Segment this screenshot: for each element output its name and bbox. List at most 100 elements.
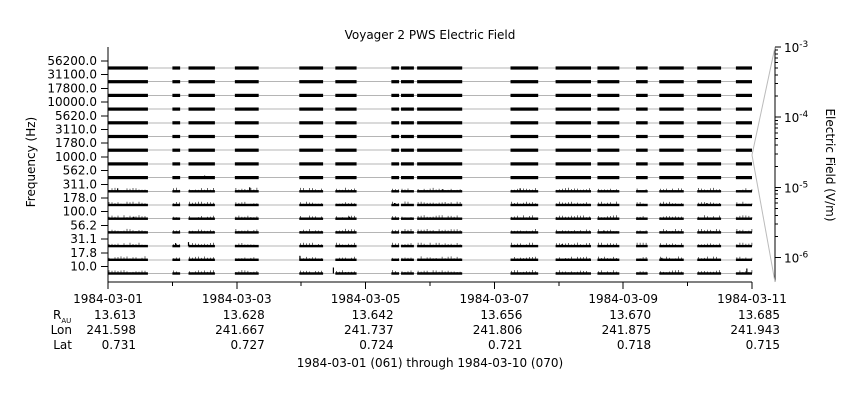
ephemeris-r-value: 13.656 bbox=[480, 308, 522, 322]
channel-data-segment bbox=[299, 231, 324, 234]
channel-data-segment bbox=[597, 162, 620, 166]
channel-data-segment bbox=[735, 134, 752, 139]
channel-data-segment bbox=[108, 107, 148, 111]
channel-data-segment bbox=[636, 272, 648, 275]
frequency-tick-label: 3110.0 bbox=[55, 123, 97, 137]
channel-data-segment bbox=[510, 258, 539, 261]
channel-data-segment bbox=[172, 176, 181, 180]
channel-data-segment bbox=[172, 107, 181, 111]
channel-data-segment bbox=[172, 66, 181, 70]
channel-data-segment bbox=[659, 66, 684, 70]
colorbar-tick-label: 10-5 bbox=[784, 180, 808, 195]
channel-data-segment bbox=[108, 217, 148, 220]
channel-data-segment bbox=[636, 93, 648, 97]
channel-data-segment bbox=[597, 190, 620, 193]
channel-data-segment bbox=[335, 80, 357, 84]
channel-data-segment bbox=[417, 258, 463, 261]
channel-data-segment bbox=[636, 107, 648, 111]
channel-data-segment bbox=[335, 148, 357, 152]
channel-data-segment bbox=[510, 162, 539, 166]
channel-data-segment bbox=[597, 203, 620, 207]
x-tick-date: 1984-03-07 bbox=[460, 292, 530, 306]
channel-data-segment bbox=[391, 134, 400, 139]
frequency-tick-label: 1780.0 bbox=[55, 136, 97, 150]
channel-data-segment bbox=[417, 66, 463, 70]
channel-data-segment bbox=[697, 231, 722, 234]
channel-data-segment bbox=[188, 162, 215, 166]
ephemeris-r-value: 13.613 bbox=[94, 308, 136, 322]
channel-data-segment bbox=[108, 190, 148, 193]
channel-data-segment bbox=[555, 176, 591, 180]
ephemeris-lat-value: 0.721 bbox=[488, 338, 522, 352]
channel-data-segment bbox=[335, 134, 357, 139]
channel-data-segment bbox=[188, 176, 215, 180]
channel-data-segment bbox=[188, 148, 215, 152]
date-range-caption: 1984-03-01 (061) through 1984-03-10 (070… bbox=[297, 356, 563, 370]
channel-data-segment bbox=[735, 190, 752, 193]
channel-data-segment bbox=[234, 258, 259, 261]
frequency-tick-label: 31100.0 bbox=[47, 68, 97, 82]
channel-data-segment bbox=[510, 244, 539, 248]
channel-data-segment bbox=[335, 217, 357, 220]
channel-data-segment bbox=[299, 121, 324, 125]
ephemeris-lat-value: 0.718 bbox=[617, 338, 651, 352]
channel-data-segment bbox=[697, 107, 722, 111]
channel-data-segment bbox=[335, 66, 357, 70]
channel-data-segment bbox=[108, 162, 148, 166]
ephemeris-lon-value: 241.943 bbox=[730, 323, 780, 337]
channel-data-segment bbox=[234, 203, 259, 207]
channel-data-segment bbox=[636, 148, 648, 152]
channel-data-segment bbox=[697, 121, 722, 125]
channel-data-segment bbox=[417, 272, 463, 275]
channel-data-segment bbox=[555, 162, 591, 166]
channel-data-segment bbox=[299, 80, 324, 84]
channel-data-segment bbox=[299, 217, 324, 220]
channel-data-segment bbox=[697, 93, 722, 97]
frequency-tick-label: 562.0 bbox=[63, 164, 97, 178]
channel-data-segment bbox=[401, 272, 414, 275]
channel-data-segment bbox=[299, 272, 324, 275]
channel-data-segment bbox=[234, 121, 259, 125]
channel-data-segment bbox=[697, 148, 722, 152]
channel-data-segment bbox=[417, 244, 463, 248]
colorbar-leader-bottom bbox=[751, 154, 776, 283]
channel-data-segment bbox=[735, 258, 752, 261]
channel-data-segment bbox=[335, 107, 357, 111]
channel-data-segment bbox=[735, 203, 752, 207]
channel-data-segment bbox=[299, 93, 324, 97]
channel-data-segment bbox=[234, 80, 259, 84]
channel-data-segment bbox=[597, 231, 620, 234]
channel-data-segment bbox=[636, 121, 648, 125]
r-au-label: RAU bbox=[53, 308, 71, 325]
channel-data-segment bbox=[636, 203, 648, 207]
channel-data-segment bbox=[335, 93, 357, 97]
channel-data-segment bbox=[417, 121, 463, 125]
channel-data-segment bbox=[555, 80, 591, 84]
colorbar-tick-label: 10-3 bbox=[784, 40, 808, 55]
channel-data-segment bbox=[735, 93, 752, 97]
channel-data-segment bbox=[417, 203, 463, 207]
channel-data-segment bbox=[735, 176, 752, 180]
channel-data-segment bbox=[401, 107, 414, 111]
frequency-tick-label: 56200.0 bbox=[47, 54, 97, 68]
ephemeris-lon-value: 241.667 bbox=[215, 323, 265, 337]
channel-data-segment bbox=[735, 272, 752, 275]
channel-data-segment bbox=[597, 134, 620, 139]
channel-data-segment bbox=[417, 134, 463, 139]
channel-data-segment bbox=[234, 148, 259, 152]
channel-data-segment bbox=[188, 66, 215, 70]
channel-data-segment bbox=[659, 272, 684, 275]
ephemeris-lat-value: 0.731 bbox=[102, 338, 136, 352]
channel-data-segment bbox=[335, 258, 357, 261]
channel-data-segment bbox=[401, 80, 414, 84]
channel-data-segment bbox=[188, 107, 215, 111]
channel-data-segment bbox=[659, 190, 684, 193]
channel-data-segment bbox=[299, 203, 324, 207]
channel-data-segment bbox=[597, 93, 620, 97]
channel-data-segment bbox=[299, 176, 324, 180]
channel-data-segment bbox=[391, 121, 400, 125]
channel-data-segment bbox=[391, 66, 400, 70]
channel-data-segment bbox=[417, 107, 463, 111]
channel-data-segment bbox=[697, 134, 722, 139]
